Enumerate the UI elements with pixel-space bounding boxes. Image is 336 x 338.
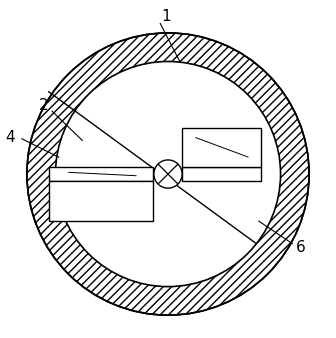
Text: 6: 6 <box>296 240 306 256</box>
Bar <box>182 167 261 182</box>
Bar <box>182 128 261 167</box>
Bar <box>49 167 153 182</box>
Text: 1: 1 <box>162 9 171 24</box>
Circle shape <box>154 160 182 188</box>
Text: 2: 2 <box>39 98 48 113</box>
Circle shape <box>55 62 281 287</box>
Text: 4: 4 <box>5 129 15 145</box>
Bar <box>49 182 153 221</box>
Circle shape <box>27 33 309 315</box>
